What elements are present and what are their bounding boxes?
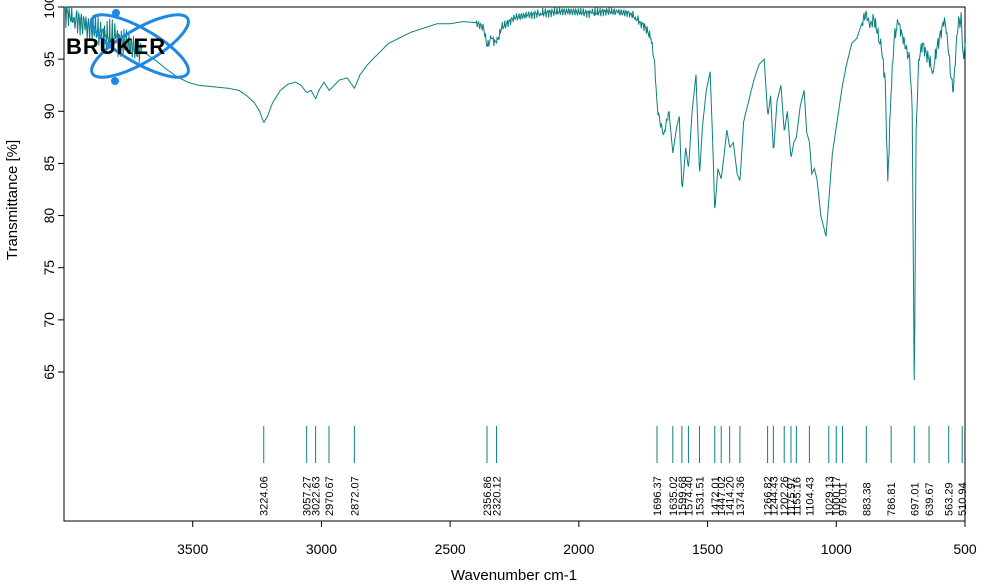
- peak-label: 563.29: [944, 482, 956, 516]
- y-axis-title: Transmittance [%]: [4, 140, 21, 260]
- logo-orbit-1: [90, 13, 190, 79]
- y-tick-label: 95: [41, 51, 57, 67]
- x-tick-label: 3500: [177, 541, 208, 557]
- peak-label: 1244.43: [768, 476, 780, 516]
- bruker-logo: BRUKER: [66, 9, 190, 85]
- peak-label: 1029.13: [824, 476, 836, 516]
- peak-label: 639.67: [924, 482, 936, 516]
- peak-label: 1414.20: [725, 476, 737, 516]
- logo-orbit-2: [90, 13, 190, 79]
- y-tick-label: 85: [41, 155, 57, 171]
- peak-label: 3057.27: [302, 476, 314, 516]
- y-tick-label: 75: [41, 260, 57, 276]
- peak-label: 697.01: [909, 482, 921, 516]
- y-tick-label: 70: [41, 312, 57, 328]
- peak-label: 1175.97: [786, 477, 798, 516]
- peak-label: 2356.86: [482, 476, 494, 516]
- logo-text: BRUKER: [66, 34, 166, 59]
- x-tick-label: 500: [953, 541, 977, 557]
- x-tick-label: 3000: [306, 541, 337, 557]
- x-axis: 3500 3000 2500 2000 1500 1000 500: [177, 521, 977, 557]
- logo-dot-bottom: [111, 77, 119, 85]
- peak-label: 1599.68: [677, 476, 689, 516]
- peak-label: 1000.17: [831, 476, 843, 516]
- peak-label: 1574.40: [683, 476, 695, 516]
- y-tick-label: 90: [41, 103, 57, 119]
- peak-label: 3224.06: [259, 476, 271, 516]
- peak-label: 1374.36: [735, 476, 747, 516]
- x-tick-label: 1000: [821, 541, 852, 557]
- logo-dot-top: [112, 9, 120, 17]
- peak-label: 2970.67: [324, 476, 336, 516]
- peak-label: 1447.02: [716, 476, 728, 516]
- plot-area-frame: [63, 6, 966, 522]
- y-tick-label: 65: [41, 364, 57, 380]
- x-tick-label: 1500: [692, 541, 723, 557]
- peak-label: 1472.01: [710, 476, 722, 516]
- x-axis-title: Wavenumber cm-1: [451, 567, 577, 584]
- peak-label: 1266.82: [763, 476, 775, 516]
- peak-label: 976.01: [837, 482, 849, 516]
- peak-label: 786.81: [886, 482, 898, 516]
- peak-label: 1531.51: [694, 476, 706, 516]
- y-axis: 65 70 75 80 85 90 95 100: [41, 0, 64, 380]
- peak-label: 2320.12: [491, 476, 503, 516]
- spectrum-series-line: [63, 6, 966, 381]
- peak-label: 1155.16: [791, 477, 803, 516]
- peak-label: 510.94: [957, 482, 969, 516]
- peak-label: 2872.07: [349, 476, 361, 516]
- x-tick-label: 2500: [435, 541, 466, 557]
- peak-label: 1104.43: [804, 477, 816, 516]
- y-tick-label: 80: [41, 208, 57, 224]
- y-tick-label: 100: [41, 0, 57, 19]
- x-tick-label: 2000: [563, 541, 594, 557]
- peak-label: 883.38: [861, 482, 873, 516]
- peak-label: 1696.37: [652, 476, 664, 516]
- peak-label: 3022.63: [311, 476, 323, 516]
- peak-label: 1202.26: [779, 476, 791, 516]
- peak-label: 1635.02: [668, 476, 680, 516]
